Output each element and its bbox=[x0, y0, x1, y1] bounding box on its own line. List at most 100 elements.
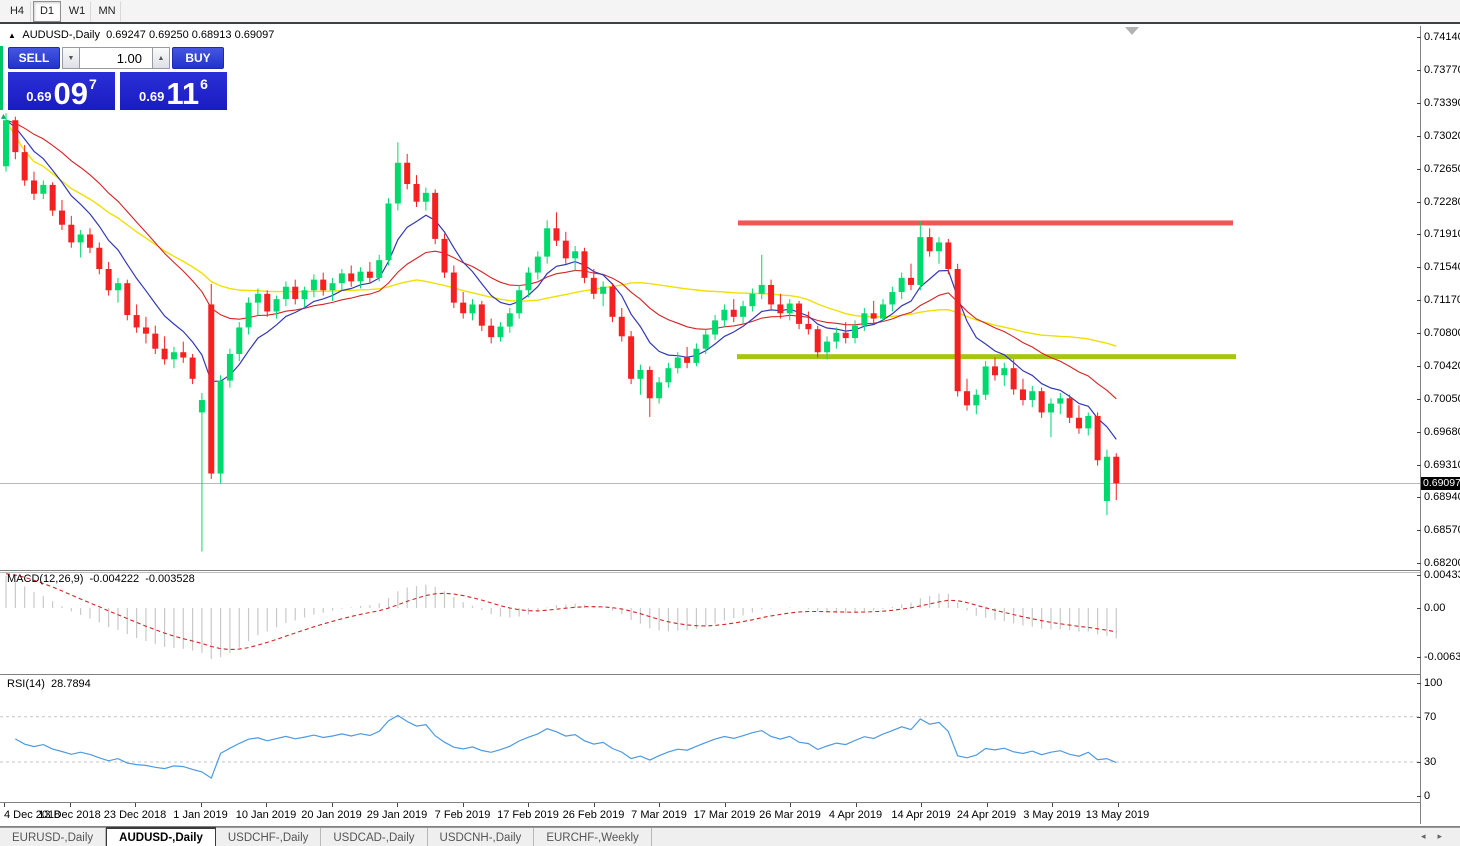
price-axis-label: 0.71170 bbox=[1424, 293, 1460, 306]
price-axis-label: 0.73020 bbox=[1424, 130, 1460, 143]
macd-indicator-panel[interactable] bbox=[0, 572, 1420, 674]
macd-tick bbox=[1417, 656, 1421, 658]
macd-axis-label: 0.004331 bbox=[1424, 569, 1460, 581]
sell-button[interactable]: SELL bbox=[8, 47, 60, 69]
price-axis-label: 0.72280 bbox=[1424, 195, 1460, 208]
chart-shift-marker-icon[interactable] bbox=[1125, 27, 1139, 35]
date-tick bbox=[200, 803, 202, 807]
price-axis-label: 0.72650 bbox=[1424, 162, 1460, 175]
date-axis-label: 3 May 2019 bbox=[1023, 809, 1081, 821]
price-tick bbox=[1417, 332, 1421, 334]
panel-accent-bar bbox=[0, 46, 3, 110]
date-tick bbox=[724, 803, 726, 807]
price-axis-label: 0.70420 bbox=[1424, 360, 1460, 373]
price-tick bbox=[1417, 366, 1421, 368]
price-axis-label: 0.74140 bbox=[1424, 31, 1460, 43]
price-axis-label: 0.70050 bbox=[1424, 393, 1460, 406]
price-axis-label: 0.71910 bbox=[1424, 228, 1460, 241]
price-tick bbox=[1417, 201, 1421, 203]
date-tick bbox=[790, 803, 791, 807]
date-tick bbox=[1117, 803, 1119, 807]
panel-splitter-macd-rsi[interactable] bbox=[0, 674, 1420, 675]
price-axis-label: 0.68200 bbox=[1424, 556, 1460, 569]
date-axis-label: 26 Mar 2019 bbox=[759, 809, 821, 821]
date-axis-label: 7 Mar 2019 bbox=[631, 809, 687, 821]
date-axis-label: 13 Dec 2018 bbox=[38, 809, 101, 821]
tab-scroll-right-icon[interactable]: ▸ bbox=[1437, 831, 1454, 841]
macd-axis-label: -0.00637 bbox=[1424, 650, 1460, 663]
main-price-chart[interactable] bbox=[0, 26, 1420, 570]
price-tick bbox=[1417, 168, 1421, 170]
chart-tab-usdchf[interactable]: USDCHF-,Daily bbox=[216, 828, 322, 846]
volume-input[interactable] bbox=[80, 47, 152, 69]
price-tick bbox=[1417, 562, 1421, 564]
rsi-tick bbox=[1417, 716, 1421, 718]
timeframe-mn-button[interactable]: MN bbox=[93, 0, 121, 22]
panel-splitter-rsi-axis bbox=[0, 802, 1420, 803]
rsi-indicator-panel[interactable] bbox=[0, 676, 1420, 802]
buy-price-box[interactable]: 0.69 11 6 bbox=[120, 72, 227, 110]
buy-price-big: 11 bbox=[166, 76, 200, 111]
buy-button[interactable]: BUY bbox=[172, 47, 224, 69]
buy-price-pip: 6 bbox=[200, 76, 208, 92]
price-axis-label: 0.70800 bbox=[1424, 326, 1460, 339]
sell-price-box[interactable]: 0.69 09 7 bbox=[8, 72, 115, 110]
chart-tab-usdcnh[interactable]: USDCNH-,Daily bbox=[428, 828, 535, 846]
price-tick bbox=[1417, 267, 1421, 269]
rsi-name: RSI(14) bbox=[7, 678, 45, 690]
symbol-ohlc-line: ▲ AUDUSD-,Daily 0.69247 0.69250 0.68913 … bbox=[8, 29, 274, 41]
rsi-tick bbox=[1417, 762, 1421, 764]
date-axis-label: 1 Jan 2019 bbox=[173, 809, 228, 821]
symbol-name: AUDUSD-,Daily bbox=[22, 29, 100, 41]
price-tick bbox=[1417, 497, 1421, 499]
timeframe-w1-button[interactable]: W1 bbox=[63, 0, 91, 22]
chart-tab-eurusd[interactable]: EURUSD-,Daily bbox=[0, 828, 107, 846]
date-tick bbox=[266, 803, 267, 807]
date-axis-label: 4 Apr 2019 bbox=[828, 809, 883, 821]
date-tick bbox=[528, 803, 529, 807]
date-axis-label: 14 Apr 2019 bbox=[891, 809, 951, 821]
trade-panel-icon: ▴ bbox=[1, 111, 7, 122]
macd-name: MACD(12,26,9) bbox=[7, 573, 84, 585]
sell-price-big: 09 bbox=[53, 76, 88, 111]
rsi-axis-label: 30 bbox=[1424, 756, 1437, 769]
price-axis-label: 0.73770 bbox=[1424, 63, 1460, 76]
volume-up-button[interactable]: ▲ bbox=[152, 47, 170, 69]
rsi-label-line: RSI(14) 28.7894 bbox=[7, 678, 91, 690]
price-axis-border bbox=[1420, 26, 1421, 824]
volume-down-button[interactable]: ▼ bbox=[62, 47, 80, 69]
price-axis-label: 0.68570 bbox=[1424, 524, 1460, 537]
price-tick bbox=[1417, 136, 1421, 138]
price-tick bbox=[1417, 103, 1421, 105]
date-tick bbox=[593, 803, 595, 807]
timeframe-d1-button[interactable]: D1 bbox=[33, 0, 61, 22]
panel-splitter-main-macd[interactable] bbox=[0, 570, 1420, 571]
macd-main-value: -0.004222 bbox=[89, 573, 140, 585]
price-tick bbox=[1417, 530, 1421, 532]
chart-tab-usdcad[interactable]: USDCAD-,Daily bbox=[321, 828, 428, 846]
price-tick bbox=[1417, 69, 1421, 71]
date-axis-label: 26 Feb 2019 bbox=[562, 809, 625, 821]
timeframe-h4-button[interactable]: H4 bbox=[3, 0, 31, 22]
macd-axis-label: 0.00 bbox=[1424, 602, 1446, 614]
macd-tick bbox=[1417, 575, 1421, 576]
date-axis-label: 24 Apr 2019 bbox=[956, 809, 1017, 821]
date-tick bbox=[855, 803, 857, 807]
tab-scroll-left-icon[interactable]: ◂ bbox=[1420, 831, 1438, 841]
date-tick bbox=[462, 803, 464, 807]
tab-scroll-arrows[interactable]: ◂▸ bbox=[1421, 831, 1454, 842]
date-axis-label: 4 Dec 2018 bbox=[4, 809, 61, 821]
buy-price-prefix: 0.69 bbox=[139, 89, 165, 104]
date-axis-label: 29 Jan 2019 bbox=[366, 809, 428, 821]
date-tick bbox=[921, 803, 922, 807]
date-axis-label: 13 May 2019 bbox=[1085, 809, 1150, 821]
chart-tab-audusd[interactable]: AUDUSD-,Daily bbox=[106, 827, 216, 846]
chart-tab-eurchf[interactable]: EURCHF-,Weekly bbox=[534, 828, 652, 846]
rsi-value: 28.7894 bbox=[51, 678, 91, 690]
panel-splitter-shadow bbox=[0, 571, 1420, 573]
date-tick bbox=[135, 803, 136, 807]
collapse-triangle-icon[interactable]: ▲ bbox=[8, 31, 16, 40]
macd-label-line: MACD(12,26,9) -0.004222 -0.003528 bbox=[7, 573, 195, 585]
price-axis-label: 0.69310 bbox=[1424, 458, 1460, 471]
symbol-ohlc-values: 0.69247 0.69250 0.68913 0.69097 bbox=[106, 29, 275, 41]
